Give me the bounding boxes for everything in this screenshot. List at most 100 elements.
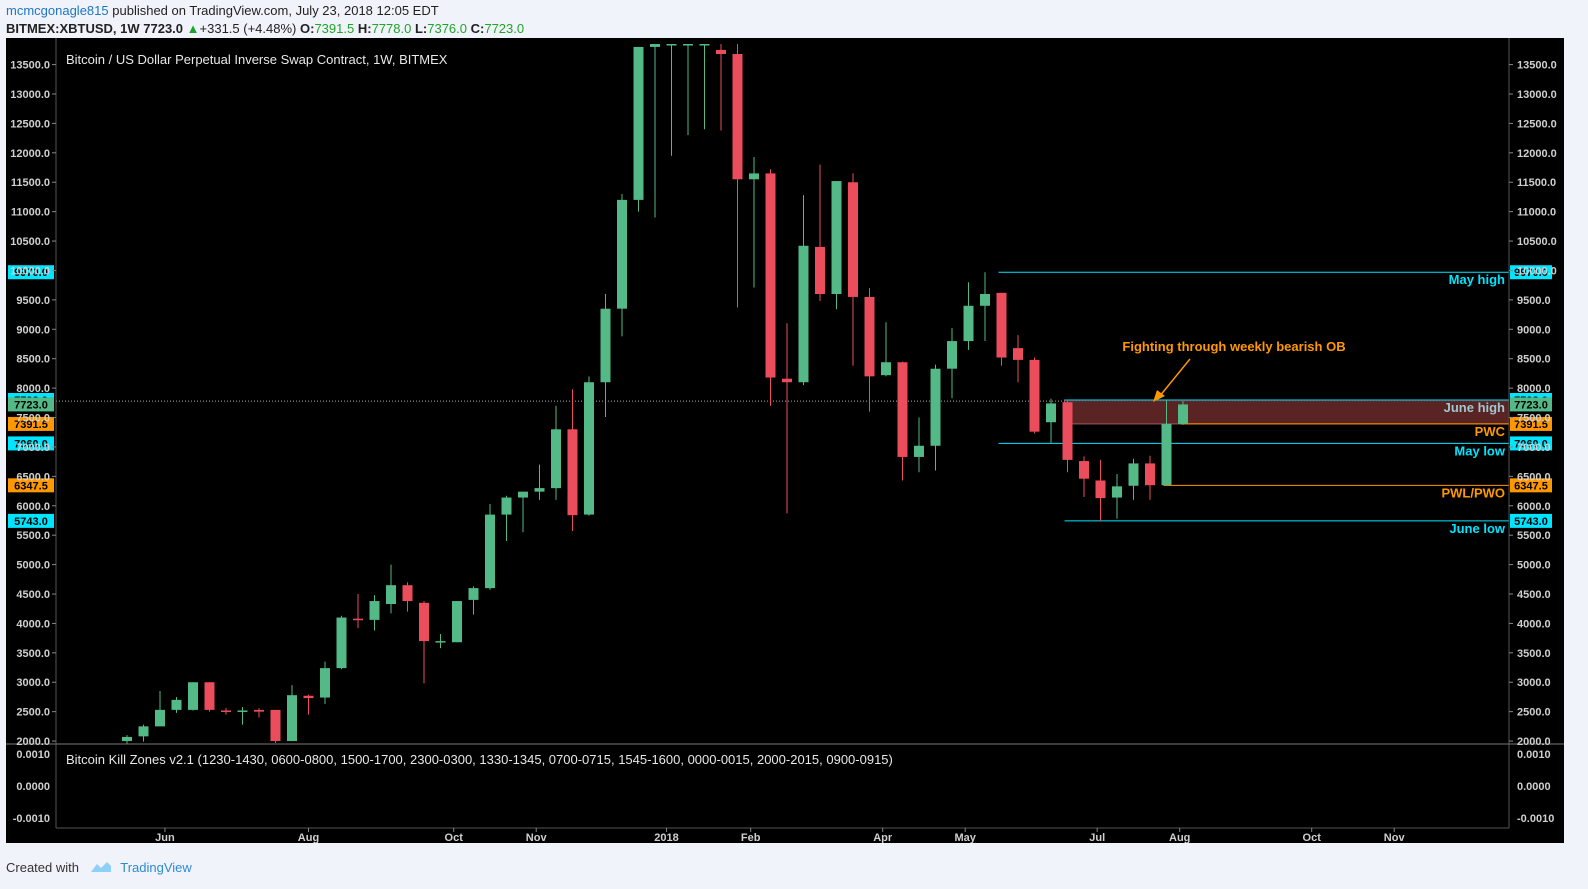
axes: 2000.0 2000.0 2500.0 2500.0 3000.0 3000.0 3500…: [6, 38, 1564, 843]
price-badge-right: [1510, 416, 1552, 431]
x-tick-label: Nov: [526, 832, 548, 843]
y-tick-label-left: 4500.0: [16, 589, 50, 601]
candle-body: [188, 682, 198, 710]
x-tick-label: Apr: [873, 832, 893, 843]
candle-body: [864, 296, 875, 377]
candle-body: [138, 726, 149, 737]
candle-body: [996, 292, 1007, 358]
y-tick-label-right: 7000.0: [1517, 442, 1551, 454]
candle-body: [386, 585, 396, 604]
symbol-name: BITMEX:XBTUSD, 1W: [6, 21, 140, 36]
candle-body: [1095, 480, 1106, 499]
price-badge-right: [1510, 265, 1552, 280]
price-badge-right: [1510, 513, 1552, 528]
y-tick-label-right: 5500.0: [1517, 530, 1551, 542]
candle-body: [782, 378, 792, 383]
candle-body: [402, 585, 413, 602]
price-badge-right-text: 5743.0: [1514, 516, 1548, 528]
tradingview-link[interactable]: TradingView: [120, 860, 192, 875]
price-badge-left: [8, 265, 54, 280]
price-change: +331.5 (+4.48%): [199, 21, 297, 36]
y-tick-label-left: 5000.0: [16, 560, 50, 572]
high-value: 7778.0: [371, 21, 412, 36]
y-tick-label-left: 12500.0: [10, 118, 50, 130]
price-badge-left: [8, 478, 54, 493]
candle-body: [320, 668, 330, 698]
close-label: C:: [470, 21, 485, 36]
candle-body: [1079, 461, 1089, 479]
y-tick-label-right: 12500.0: [1517, 118, 1557, 130]
candle-body: [980, 294, 990, 306]
y-tick-label-left: 8000.0: [16, 383, 50, 395]
y-tick-label-right: 3500.0: [1517, 648, 1551, 660]
candle-body: [831, 181, 842, 294]
candle-body: [815, 246, 825, 294]
open-value: 7391.5: [314, 21, 355, 36]
y-tick-label-right: 12000.0: [1517, 148, 1557, 160]
price-badge-left: [8, 397, 54, 412]
symbol-quote-line: BITMEX:XBTUSD, 1W 7723.0 ▲+331.5 (+4.48%…: [6, 21, 524, 36]
y-tick-label-left: 3500.0: [16, 648, 50, 660]
candle-body: [485, 514, 495, 589]
y-tick-label-right: 10000.0: [1517, 265, 1557, 277]
annotation-arrow: [1158, 358, 1191, 398]
candle-body: [600, 308, 611, 383]
candle-body: [419, 602, 429, 642]
y-tick-label-left: 13500.0: [10, 60, 50, 72]
chart-title: Bitcoin / US Dollar Perpetual Inverse Sw…: [66, 52, 448, 67]
candle-body: [237, 710, 248, 712]
candle-body: [353, 618, 363, 621]
publisher-line: mcmcgonagle815 published on TradingView.…: [6, 3, 439, 18]
candle-body: [617, 199, 627, 309]
candle-body: [1145, 463, 1155, 486]
y-tick-label-right: 7500.0: [1517, 413, 1551, 425]
y-tick-label-left: 5500.0: [16, 530, 50, 542]
level-label: May high: [1449, 272, 1505, 287]
candle-body: [1128, 463, 1139, 486]
y-tick-label-left: 13000.0: [10, 89, 50, 101]
candle-body: [435, 641, 446, 643]
low-label: L:: [414, 21, 428, 36]
candle-body: [369, 601, 380, 620]
candle-body: [155, 709, 165, 727]
chart-background: [6, 38, 1564, 843]
candle-body: [501, 497, 512, 515]
price-badge-right-text: 7060.0: [1514, 438, 1548, 450]
candle-body: [303, 695, 314, 699]
level-label: May low: [1454, 443, 1505, 458]
indicator-tick-right: 0.0010: [1517, 749, 1551, 761]
price-badge-left: [8, 513, 54, 528]
last-price: 7723.0: [143, 21, 184, 36]
y-tick-label-right: 4500.0: [1517, 589, 1551, 601]
order-block-zone: [1064, 399, 1510, 425]
indicator-tick-left: 0.0000: [16, 781, 50, 793]
candle-body: [897, 362, 908, 457]
x-tick-label: Aug: [1169, 832, 1190, 843]
publisher-username[interactable]: mcmcgonagle815: [6, 3, 109, 18]
y-tick-label-left: 3000.0: [16, 677, 50, 689]
level-label: June high: [1444, 400, 1505, 415]
y-tick-label-right: 6000.0: [1517, 501, 1551, 513]
y-tick-label-right: 9500.0: [1517, 295, 1551, 307]
y-tick-label-right: 11500.0: [1517, 177, 1556, 189]
y-tick-label-left: 10500.0: [10, 236, 50, 248]
candle-body: [798, 245, 809, 383]
x-tick-label: Aug: [298, 832, 319, 843]
candle-body: [683, 44, 693, 46]
y-tick-label-left: 11500.0: [11, 177, 50, 189]
y-tick-label-left: 6000.0: [16, 501, 50, 513]
x-tick-label: 2018: [654, 832, 678, 843]
candle-body: [468, 588, 479, 600]
y-tick-label-right: 2000.0: [1517, 736, 1551, 748]
annotation-group: Fighting through weekly bearish OB: [1122, 339, 1346, 402]
annotation-text: Fighting through weekly bearish OB: [1122, 339, 1345, 354]
tradingview-logo-icon[interactable]: [89, 860, 113, 877]
level-label: PWL/PWO: [1441, 485, 1505, 500]
candle-body: [567, 429, 578, 516]
y-tick-label-left: 11000.0: [11, 207, 50, 219]
candle-body: [749, 173, 759, 180]
up-arrow-icon: ▲: [186, 21, 200, 36]
candle-body: [732, 54, 743, 180]
